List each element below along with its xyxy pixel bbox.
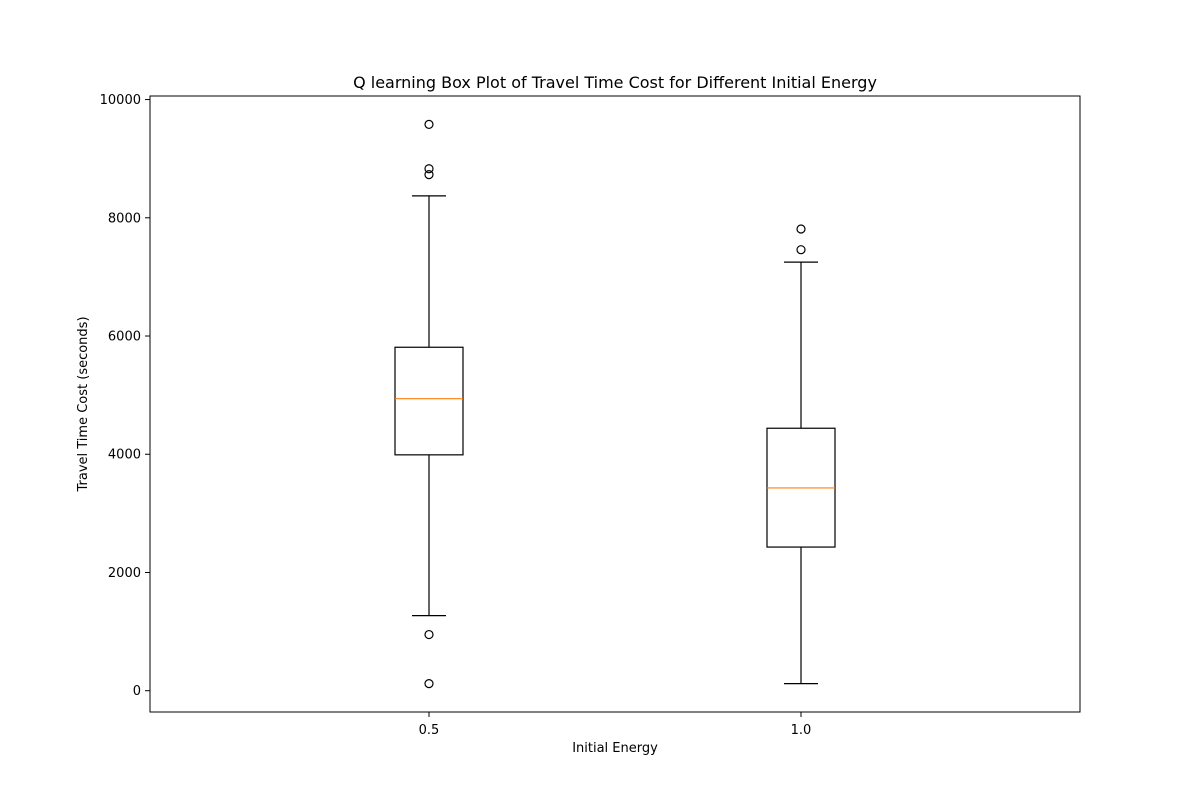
y-tick-label: 2000 [108,566,141,581]
outlier-point [424,164,434,174]
x-tick-label: 0.5 [419,723,440,738]
iqr-box [394,346,464,456]
outlier-point [424,119,434,129]
y-axis: 0 2000 4000 6000 8000 10000 [100,93,150,699]
outlier-point [424,170,434,180]
y-tick-label: 10000 [100,93,141,108]
outlier-point [424,679,434,689]
y-tick-label: 4000 [108,448,141,463]
box-group-0.5 [394,119,464,689]
y-tick-label: 8000 [108,211,141,226]
x-tick-label: 1.0 [791,723,812,738]
outlier-point [796,224,806,234]
plot-area [394,119,836,689]
outlier-point [796,245,806,255]
axes-frame [149,95,1081,713]
chart-title: Q learning Box Plot of Travel Time Cost … [353,73,877,92]
x-axis: 0.5 1.0 [419,712,812,738]
outlier-point [424,629,434,640]
box-group-1.0 [766,224,836,685]
y-axis-label: Travel Time Cost (seconds) [76,316,91,492]
x-axis-label: Initial Energy [572,741,658,756]
y-tick-label: 0 [133,684,141,699]
y-tick-label: 6000 [108,330,141,345]
